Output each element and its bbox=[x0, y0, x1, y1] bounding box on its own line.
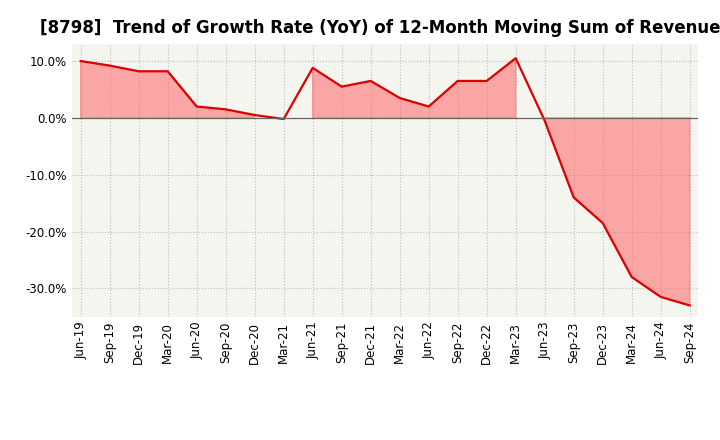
Title: [8798]  Trend of Growth Rate (YoY) of 12-Month Moving Sum of Revenues: [8798] Trend of Growth Rate (YoY) of 12-… bbox=[40, 19, 720, 37]
